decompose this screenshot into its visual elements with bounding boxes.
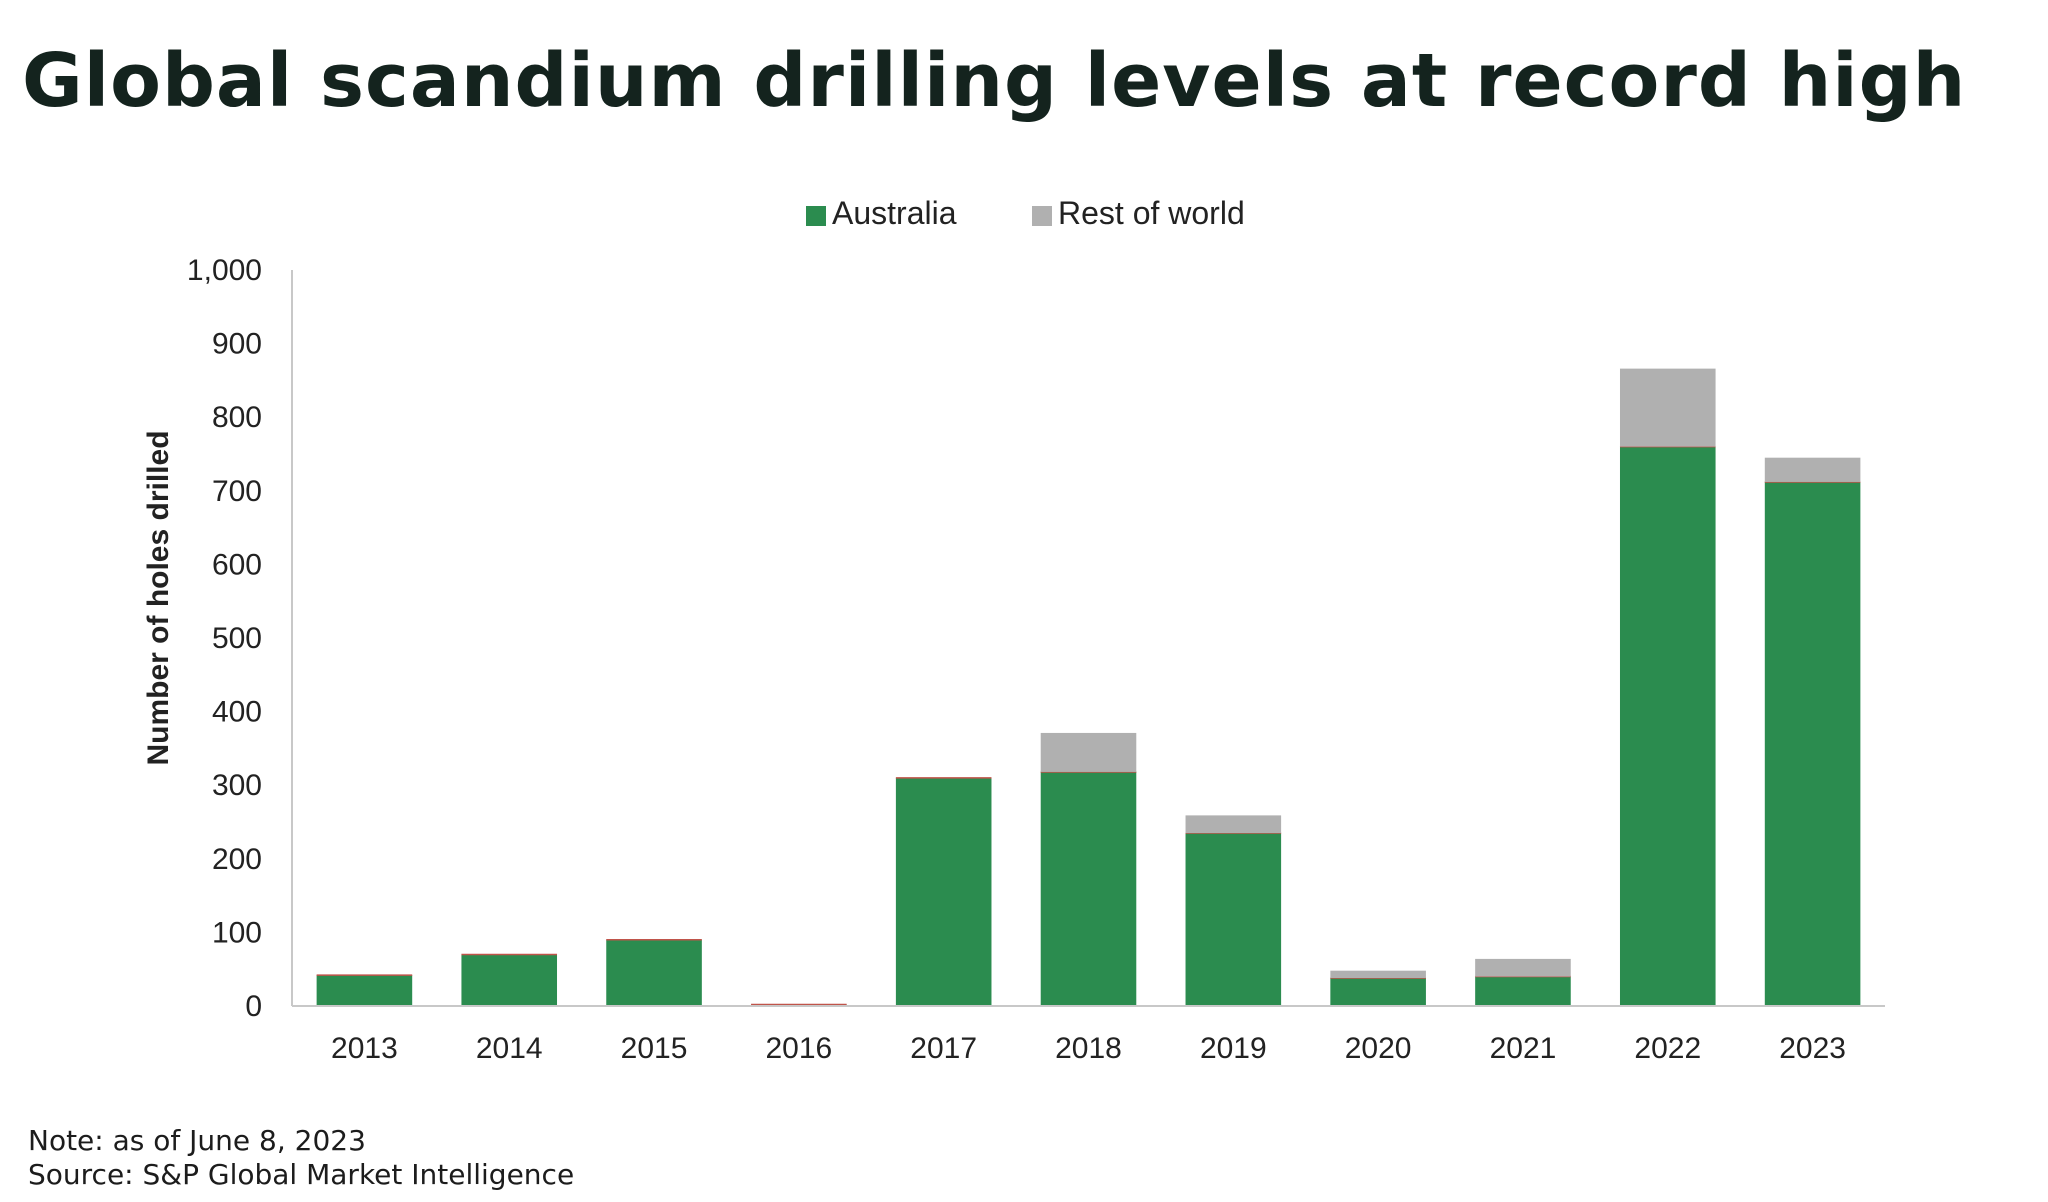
legend-swatch-rest-of-world: [1032, 206, 1052, 226]
y-tick-label: 1,000: [187, 254, 262, 287]
bar-australia-2022: [1619, 446, 1716, 1006]
y-tick-label: 0: [245, 990, 262, 1023]
x-tick-label: 2019: [1200, 1032, 1267, 1065]
x-tick-label: 2018: [1055, 1032, 1122, 1065]
legend-label-australia: Australia: [832, 195, 957, 231]
x-tick-label: 2014: [476, 1032, 543, 1065]
bar-australia-2018: [1040, 771, 1137, 1006]
x-tick-label: 2022: [1634, 1032, 1701, 1065]
y-tick-label: 900: [212, 328, 262, 361]
y-tick-label: 300: [212, 769, 262, 802]
legend-label-rest-of-world: Rest of world: [1058, 195, 1245, 231]
bar-australia-2019: [1185, 833, 1282, 1006]
x-tick-label: 2016: [765, 1032, 832, 1065]
bar-australia-2021: [1475, 976, 1571, 1006]
y-tick-label: 200: [212, 843, 262, 876]
bars: [316, 368, 1861, 1006]
chart-note: Note: as of June 8, 2023: [28, 1124, 366, 1157]
y-axis: 0 100 200 300 400 500 600 700 800 900 1,000: [187, 254, 293, 1023]
bar-rest-of-world-2023: [1764, 457, 1861, 482]
x-tick-label: 2017: [910, 1032, 977, 1065]
bar-australia-2017: [895, 777, 992, 1006]
chart-title: Global scandium drilling levels at recor…: [22, 38, 1967, 124]
x-tick-label: 2013: [331, 1032, 398, 1065]
y-tick-label: 600: [212, 548, 262, 581]
legend-swatch-australia: [806, 206, 826, 226]
y-tick-label: 100: [212, 916, 262, 949]
chart-source: Source: S&P Global Market Intelligence: [28, 1158, 575, 1191]
bar-australia-2015: [606, 939, 702, 1006]
x-tick-label: 2015: [621, 1032, 688, 1065]
bar-australia-2013: [316, 975, 413, 1006]
x-axis: 2013 2014 2015 2016 2017 2018 2019 2020 2021 2022…: [292, 1005, 1885, 1065]
y-axis-title: Number of holes drilled: [142, 430, 175, 765]
bar-australia-2023: [1764, 481, 1861, 1006]
y-tick-label: 700: [212, 475, 262, 508]
bar-rest-of-world-2021: [1475, 958, 1571, 977]
bar-australia-2020: [1330, 978, 1426, 1006]
x-tick-label: 2023: [1779, 1032, 1846, 1065]
y-tick-label: 800: [212, 401, 262, 434]
x-tick-label: 2021: [1490, 1032, 1557, 1065]
legend: Australia Rest of world: [806, 195, 1245, 231]
y-tick-label: 400: [212, 696, 262, 729]
y-tick-label: 500: [212, 622, 262, 655]
x-tick-label: 2020: [1345, 1032, 1412, 1065]
bar-rest-of-world-2019: [1185, 815, 1282, 834]
bar-rest-of-world-2022: [1619, 368, 1716, 447]
bar-rest-of-world-2020: [1330, 970, 1426, 979]
bar-australia-2014: [461, 954, 558, 1006]
bar-rest-of-world-2018: [1040, 732, 1137, 772]
